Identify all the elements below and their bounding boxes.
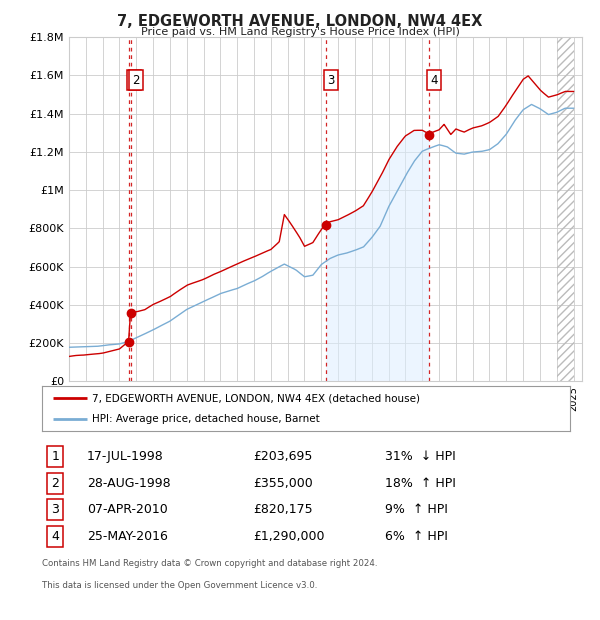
Text: 1: 1 [51, 450, 59, 463]
Text: 31%  ↓ HPI: 31% ↓ HPI [385, 450, 456, 463]
Text: £820,175: £820,175 [253, 503, 313, 516]
Text: £203,695: £203,695 [253, 450, 313, 463]
Text: 25-MAY-2016: 25-MAY-2016 [87, 530, 168, 543]
Text: HPI: Average price, detached house, Barnet: HPI: Average price, detached house, Barn… [92, 414, 320, 424]
Text: 28-AUG-1998: 28-AUG-1998 [87, 477, 170, 490]
Text: 07-APR-2010: 07-APR-2010 [87, 503, 167, 516]
Text: 2: 2 [132, 74, 140, 87]
Text: 7, EDGEWORTH AVENUE, LONDON, NW4 4EX: 7, EDGEWORTH AVENUE, LONDON, NW4 4EX [118, 14, 482, 29]
Text: 1: 1 [130, 74, 138, 87]
Text: £1,290,000: £1,290,000 [253, 530, 325, 543]
Text: 3: 3 [328, 74, 335, 87]
Text: This data is licensed under the Open Government Licence v3.0.: This data is licensed under the Open Gov… [42, 581, 317, 590]
Text: Price paid vs. HM Land Registry's House Price Index (HPI): Price paid vs. HM Land Registry's House … [140, 27, 460, 37]
Text: 4: 4 [51, 530, 59, 543]
Text: 18%  ↑ HPI: 18% ↑ HPI [385, 477, 456, 490]
Text: 2: 2 [51, 477, 59, 490]
Text: 17-JUL-1998: 17-JUL-1998 [87, 450, 164, 463]
Text: £355,000: £355,000 [253, 477, 313, 490]
Text: 4: 4 [431, 74, 438, 87]
Text: Contains HM Land Registry data © Crown copyright and database right 2024.: Contains HM Land Registry data © Crown c… [42, 559, 377, 569]
Text: 6%  ↑ HPI: 6% ↑ HPI [385, 530, 448, 543]
Text: 3: 3 [51, 503, 59, 516]
Text: 9%  ↑ HPI: 9% ↑ HPI [385, 503, 448, 516]
Text: 7, EDGEWORTH AVENUE, LONDON, NW4 4EX (detached house): 7, EDGEWORTH AVENUE, LONDON, NW4 4EX (de… [92, 393, 420, 404]
